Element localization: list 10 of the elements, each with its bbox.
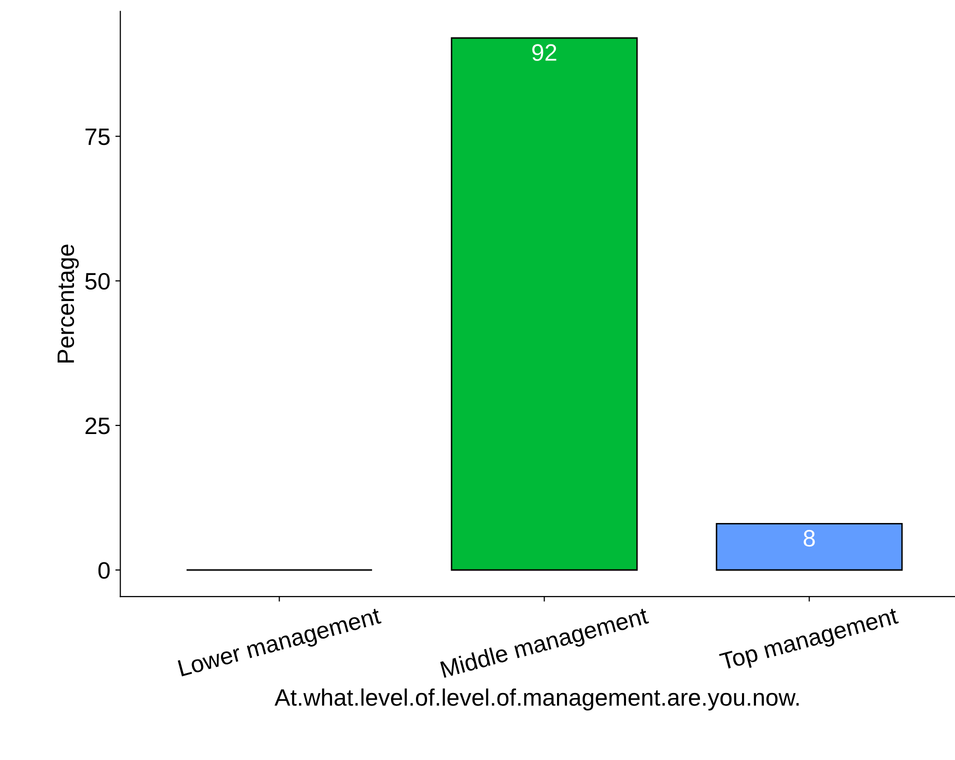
bar	[450, 37, 638, 571]
y-tick-label: 50	[85, 272, 110, 290]
y-axis-title: Percentage	[58, 244, 79, 362]
y-tick-label: 25	[86, 418, 110, 434]
y-tick-label: 75	[86, 128, 110, 146]
x-axis-title: At.what.level.of.level.of.management.are.you.now.	[274, 688, 799, 711]
data-label: 92	[532, 44, 556, 61]
bar	[716, 523, 903, 571]
y-tick-label: 0	[98, 562, 110, 579]
data-label: 8	[804, 530, 815, 547]
